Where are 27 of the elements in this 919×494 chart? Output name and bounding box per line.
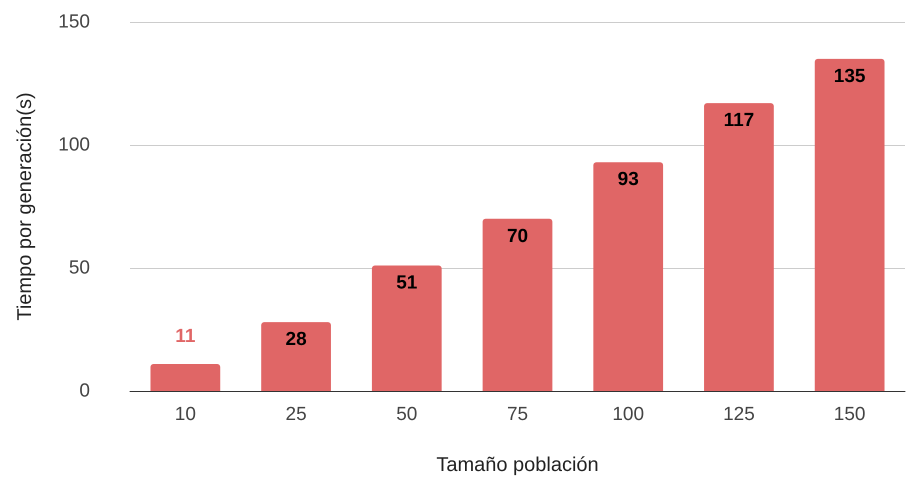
y-axis-title: Tiempo por generación(s) xyxy=(14,92,36,321)
y-tick-label: 50 xyxy=(68,258,90,278)
bar xyxy=(261,322,331,391)
y-tick-label: 0 xyxy=(79,380,90,402)
data-label: 51 xyxy=(396,272,418,294)
data-label: 28 xyxy=(286,329,307,350)
bar xyxy=(593,162,664,391)
x-axis-title: Tamaño población xyxy=(436,454,599,476)
bar xyxy=(482,218,552,391)
bar xyxy=(150,364,220,391)
bar xyxy=(704,103,774,391)
x-tick-label: 50 xyxy=(396,404,418,425)
y-tick-label: 150 xyxy=(58,12,90,32)
y-tick-label: 100 xyxy=(58,134,90,156)
bar xyxy=(814,58,885,391)
x-tick-label: 125 xyxy=(723,404,755,425)
data-label: 70 xyxy=(506,226,528,247)
x-tick-label: 75 xyxy=(506,404,528,425)
x-tick-label: 10 xyxy=(174,404,196,425)
bar xyxy=(372,266,442,391)
x-tick-label: 100 xyxy=(612,404,644,425)
x-tick-label: 150 xyxy=(834,404,866,425)
data-label: 11 xyxy=(175,326,196,347)
data-label: 117 xyxy=(724,110,754,132)
data-label: 135 xyxy=(834,66,866,87)
x-tick-label: 25 xyxy=(286,404,307,425)
data-label: 93 xyxy=(618,169,639,190)
